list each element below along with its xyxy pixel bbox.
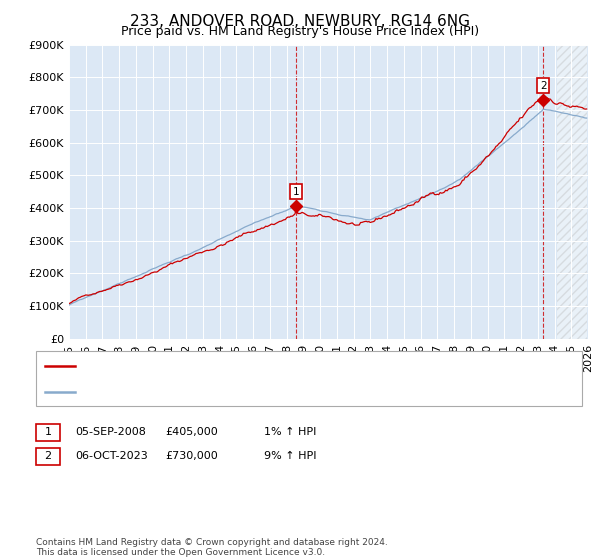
Text: 1: 1 bbox=[44, 427, 52, 437]
Text: £405,000: £405,000 bbox=[165, 427, 218, 437]
Text: 06-OCT-2023: 06-OCT-2023 bbox=[75, 451, 148, 461]
Text: 233, ANDOVER ROAD, NEWBURY, RG14 6NG: 233, ANDOVER ROAD, NEWBURY, RG14 6NG bbox=[130, 14, 470, 29]
Text: 2: 2 bbox=[540, 81, 547, 91]
Text: 05-SEP-2008: 05-SEP-2008 bbox=[75, 427, 146, 437]
Text: 1% ↑ HPI: 1% ↑ HPI bbox=[264, 427, 316, 437]
Bar bbox=[557, 45, 587, 339]
Text: HPI: Average price, detached house, West Berkshire: HPI: Average price, detached house, West… bbox=[81, 388, 352, 397]
Text: Price paid vs. HM Land Registry's House Price Index (HPI): Price paid vs. HM Land Registry's House … bbox=[121, 25, 479, 38]
Text: £730,000: £730,000 bbox=[165, 451, 218, 461]
Text: 1: 1 bbox=[293, 187, 300, 197]
Text: 233, ANDOVER ROAD, NEWBURY, RG14 6NG (detached house): 233, ANDOVER ROAD, NEWBURY, RG14 6NG (de… bbox=[81, 362, 407, 371]
Text: 2: 2 bbox=[44, 451, 52, 461]
Text: Contains HM Land Registry data © Crown copyright and database right 2024.
This d: Contains HM Land Registry data © Crown c… bbox=[36, 538, 388, 557]
Text: 9% ↑ HPI: 9% ↑ HPI bbox=[264, 451, 317, 461]
